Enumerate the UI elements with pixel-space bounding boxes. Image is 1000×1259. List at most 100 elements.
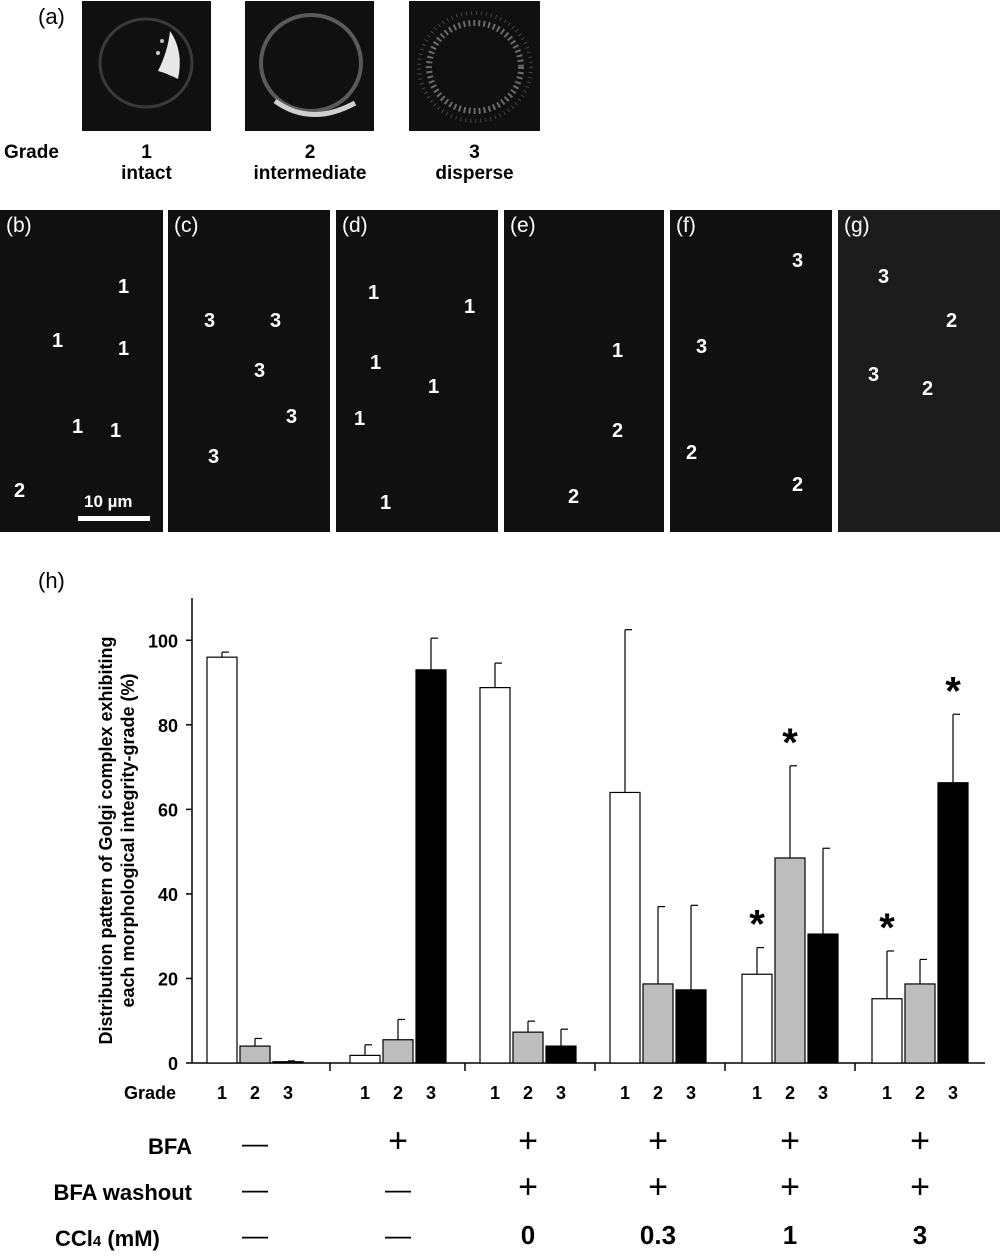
- cell-grade-label: 1: [110, 420, 122, 442]
- x-tick-label: 1: [882, 1083, 892, 1103]
- condition-cell: +: [518, 1122, 538, 1160]
- x-tick-label: 3: [948, 1083, 958, 1103]
- grade-1-name: intact: [121, 163, 172, 184]
- bar-group-1-grade-2: [239, 1045, 271, 1064]
- bar-group-5-grade-1: [741, 973, 773, 1064]
- bar-group-4-grade-1: [609, 791, 641, 1064]
- grade-1-number: 1: [141, 142, 152, 163]
- panel-e-letter: (e): [510, 214, 536, 237]
- micrograph-d: (d) 1 1 1 1 1 1: [336, 210, 498, 532]
- cell-grade-label: 2: [568, 486, 580, 508]
- x-tick-label: 1: [217, 1083, 227, 1103]
- cell-grade-label: 3: [286, 406, 298, 428]
- condition-row-label: CCl4 (mM): [55, 1226, 160, 1251]
- panel-d-letter: (d): [342, 214, 368, 237]
- condition-cell: 0.3: [639, 1220, 677, 1250]
- cell-grade-label: 3: [204, 310, 216, 332]
- significance-asterisk: *: [879, 906, 895, 950]
- bar-group-5-grade-2: [774, 857, 806, 1064]
- cell-grade-label: 1: [72, 416, 84, 438]
- bar-group-3-grade-3: [545, 1045, 577, 1064]
- panel-b-letter: (b): [6, 214, 32, 237]
- micrograph-f: (f) 3 3 2 2: [670, 210, 832, 532]
- x-tick-label: 2: [915, 1083, 925, 1103]
- intermediate-golgi-image: [259, 13, 363, 117]
- grade-2-number: 2: [304, 142, 316, 163]
- x-tick-label: 3: [556, 1083, 566, 1103]
- bar-group-2-grade-1: [349, 1054, 381, 1064]
- panel-a-grade-label: Grade: [4, 142, 59, 163]
- bar-group-4-grade-2: [642, 983, 674, 1064]
- disperse-golgi-image: [417, 11, 533, 123]
- cell-grade-label: 2: [792, 474, 804, 496]
- condition-cell: +: [648, 1122, 668, 1160]
- panel-a-letter: (a): [38, 4, 65, 29]
- y-tick-label: 80: [158, 716, 178, 736]
- bar-group-6-grade-3: [937, 782, 969, 1064]
- significance-asterisk: *: [945, 669, 961, 713]
- condition-cell: +: [910, 1122, 930, 1160]
- condition-cell: —: [242, 1174, 268, 1204]
- y-tick-label: 100: [148, 631, 178, 651]
- x-tick-label: 3: [283, 1083, 293, 1103]
- bar-group-2-grade-2: [382, 1039, 414, 1064]
- x-axis-label: Grade: [124, 1083, 176, 1103]
- y-tick-label: 40: [158, 885, 178, 905]
- cell-grade-label: 3: [270, 310, 282, 332]
- cell-grade-label: 1: [464, 296, 476, 318]
- panel-f-letter: (f): [676, 214, 696, 237]
- panel-h-letter: (h): [38, 568, 65, 593]
- x-tick-label: 1: [360, 1083, 370, 1103]
- cell-grade-label: 1: [612, 340, 624, 362]
- x-tick-label: 2: [393, 1083, 403, 1103]
- significance-asterisk: *: [749, 903, 765, 947]
- significance-asterisk: *: [782, 721, 798, 765]
- y-tick-label: 20: [158, 969, 178, 989]
- condition-cell: +: [518, 1168, 538, 1206]
- x-tick-label: 2: [523, 1083, 533, 1103]
- cell-grade-label: 2: [946, 310, 958, 332]
- cell-grade-label: 1: [380, 492, 392, 514]
- condition-cell: +: [780, 1168, 800, 1206]
- cell-grade-label: 3: [792, 250, 804, 272]
- grade-3-name: disperse: [435, 163, 514, 184]
- cell-grade-label: 3: [878, 266, 890, 288]
- bar-group-1-grade-1: [206, 656, 238, 1064]
- grade-2-example-image: [245, 1, 374, 131]
- condition-cell: —: [242, 1220, 268, 1250]
- grade-3-number: 3: [469, 142, 480, 163]
- x-tick-label: 2: [785, 1083, 795, 1103]
- x-tick-label: 2: [653, 1083, 663, 1103]
- micrograph-e: (e) 1 2 2: [504, 210, 664, 532]
- cell-grade-label: 1: [428, 376, 440, 398]
- x-tick-label: 2: [250, 1083, 260, 1103]
- bar-group-1-grade-3: [272, 1061, 304, 1064]
- x-tick-label: 1: [490, 1083, 500, 1103]
- cell-grade-label: 1: [370, 352, 382, 374]
- condition-row-label: BFA: [148, 1134, 192, 1159]
- cell-grade-label: 3: [208, 446, 220, 468]
- x-tick-label: 3: [818, 1083, 828, 1103]
- cell-grade-label: 1: [118, 276, 130, 298]
- cell-grade-label: 2: [612, 420, 624, 442]
- cell-grade-label: 1: [354, 408, 366, 430]
- micrograph-c: (c) 3 3 3 3 3: [168, 210, 330, 532]
- condition-cell: 3: [912, 1220, 928, 1250]
- y-tick-label: 0: [168, 1054, 178, 1074]
- grade-1-example-image: [82, 1, 211, 131]
- cell-grade-label: 2: [14, 480, 26, 502]
- micrograph-b: (b) 1 1 1 1 1 2 10 µm: [0, 210, 163, 532]
- bar-chart: 0 20 40 60 80 100 Distribution pattern of Golg…: [96, 598, 985, 1103]
- condition-cell: +: [388, 1122, 408, 1160]
- condition-cell: —: [385, 1220, 411, 1250]
- cell-grade-label: 1: [368, 282, 380, 304]
- condition-cell: 1: [782, 1220, 798, 1250]
- grade-3-example-image: [409, 1, 540, 131]
- cell-grade-label: 2: [686, 442, 698, 464]
- scale-bar: [78, 516, 150, 521]
- panel-c-letter: (c): [174, 214, 199, 237]
- bar-group-3-grade-1: [479, 687, 511, 1064]
- cell-grade-label: 3: [868, 364, 880, 386]
- cell-grade-label: 3: [254, 360, 266, 382]
- bar-group-3-grade-2: [512, 1031, 544, 1064]
